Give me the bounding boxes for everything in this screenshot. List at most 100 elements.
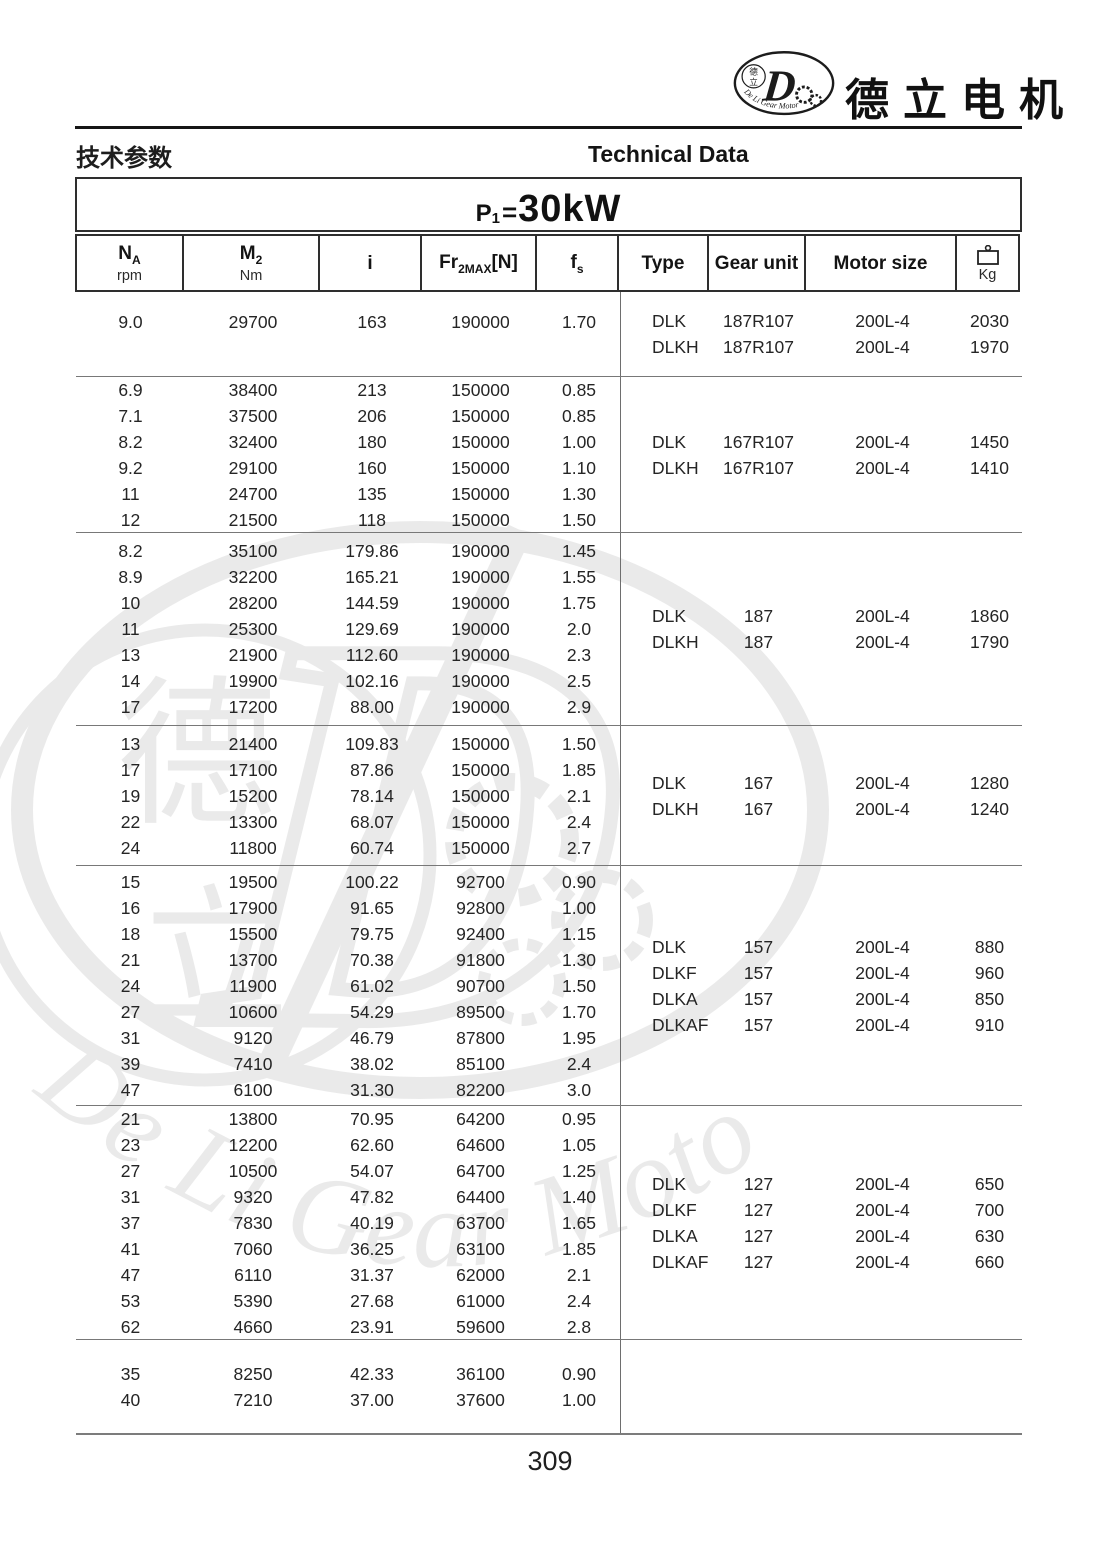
table-cell: 144.59 — [345, 593, 399, 613]
table-cell: 35100 — [228, 541, 278, 561]
table-cell: 8250 — [233, 1363, 273, 1384]
model-cell: DLKH — [652, 798, 699, 819]
table-cell: 1.05 — [561, 1134, 597, 1155]
table-cell: 82200 — [456, 1079, 505, 1100]
table-cell: 14 — [120, 671, 141, 691]
table-cell: 22 — [120, 811, 141, 832]
table-cell: 35 — [120, 1363, 141, 1384]
table-cell: 2.7 — [566, 837, 592, 858]
model-cell: 127 — [743, 1225, 774, 1246]
table-cell: 1.25 — [561, 1160, 597, 1181]
table-cell: 7.1 — [118, 405, 143, 426]
table-row: 24 11800 60.74 150000 2.7 — [76, 835, 620, 861]
model-cell: 1240 — [970, 798, 1009, 819]
table-cell: 87.86 — [350, 759, 394, 780]
table-cell: 2.4 — [566, 1053, 592, 1074]
table-cell: 62 — [120, 1316, 141, 1337]
model-cell: 1450 — [970, 431, 1009, 452]
model-row: DLK 187 200L-4 1860 — [620, 603, 1022, 629]
model-cell: 200L-4 — [855, 431, 910, 452]
table-cell: 87800 — [456, 1027, 505, 1048]
table-row: 21 13700 70.38 91800 1.30 — [76, 947, 620, 973]
table-cell: 1.50 — [561, 509, 597, 530]
model-cell: 187R107 — [722, 311, 795, 331]
table-cell: 109.83 — [345, 733, 399, 754]
model-cell: 200L-4 — [855, 798, 910, 819]
model-cell: 200L-4 — [855, 1225, 910, 1246]
table-cell: 8.2 — [118, 431, 143, 452]
table-cell: 17900 — [228, 897, 278, 918]
table-cell: 150000 — [451, 837, 510, 858]
table-cell: 129.69 — [345, 619, 399, 639]
table-group: 6.9 38400 213 150000 0.85 7.1 37500 206 150000 0.… — [76, 377, 1022, 533]
table-cell: 1.15 — [561, 923, 597, 944]
table-cell: 8.9 — [118, 567, 143, 587]
table-cell: 1.50 — [561, 733, 597, 754]
table-cell: 23 — [120, 1134, 141, 1155]
table-cell: 2.5 — [566, 671, 592, 691]
table-cell: 17 — [120, 697, 141, 717]
table-cell: 29700 — [228, 311, 278, 332]
model-cell: 1860 — [970, 606, 1009, 626]
table-row: 17 17200 88.00 190000 2.9 — [76, 694, 620, 720]
table-cell: 38400 — [228, 379, 278, 400]
model-row: DLK 187R107 200L-4 2030 — [620, 308, 1022, 334]
section-title-cn: 技术参数 — [76, 145, 172, 172]
model-cell: 167 — [743, 798, 774, 819]
table-cell: 54.29 — [350, 1001, 394, 1022]
model-cell: 157 — [743, 1014, 774, 1035]
table-cell: 21400 — [228, 733, 278, 754]
table-cell: 39 — [120, 1053, 141, 1074]
table-cell: 21500 — [228, 509, 278, 530]
table-cell: 163 — [357, 311, 387, 332]
table-row: 13 21400 109.83 150000 1.50 — [76, 731, 620, 757]
model-cell: 1280 — [970, 772, 1009, 793]
table-cell: 1.10 — [561, 457, 597, 478]
model-cell: 850 — [974, 988, 1005, 1009]
model-cell: 1790 — [970, 632, 1009, 652]
table-cell: 27 — [120, 1001, 141, 1022]
col-header-weight: Kg — [957, 234, 1020, 292]
table-cell: 13800 — [228, 1108, 278, 1129]
col-header-i: i — [320, 234, 422, 292]
table-cell: 100.22 — [345, 871, 399, 892]
table-cell: 21900 — [228, 645, 278, 665]
model-cell: DLKA — [652, 988, 698, 1009]
table-cell: 19500 — [228, 871, 278, 892]
model-cell: DLKH — [652, 632, 699, 652]
table-cell: 12200 — [228, 1134, 278, 1155]
table-cell: 190000 — [451, 619, 510, 639]
table-cell: 13 — [120, 733, 141, 754]
table-cell: 16 — [120, 897, 141, 918]
table-cell: 150000 — [451, 785, 510, 806]
table-cell: 92800 — [456, 897, 505, 918]
table-cell: 78.14 — [350, 785, 394, 806]
table-cell: 24 — [120, 837, 141, 858]
table-cell: 1.65 — [561, 1212, 597, 1233]
table-cell: 32200 — [228, 567, 278, 587]
table-row: 24 11900 61.02 90700 1.50 — [76, 973, 620, 999]
table-cell: 190000 — [451, 671, 510, 691]
table-cell: 11 — [121, 619, 140, 639]
table-row: 47 6110 31.37 62000 2.1 — [76, 1262, 620, 1288]
table-cell: 0.90 — [561, 871, 597, 892]
table-row: 19 15200 78.14 150000 2.1 — [76, 783, 620, 809]
table-cell: 150000 — [451, 733, 510, 754]
table-cell: 190000 — [451, 311, 510, 332]
model-row: DLKF 127 200L-4 700 — [620, 1197, 1022, 1223]
table-cell: 15 — [120, 871, 141, 892]
table-cell: 11 — [121, 483, 140, 504]
table-cell: 37600 — [456, 1389, 505, 1410]
table-row: 31 9120 46.79 87800 1.95 — [76, 1025, 620, 1051]
model-cell: DLKAF — [652, 1014, 709, 1035]
table-cell: 25300 — [228, 619, 278, 639]
table-cell: 17200 — [228, 697, 278, 717]
table-header-row: NA rpm M2 Nm i Fr2MAX[N] fs Type Gear un… — [75, 234, 1020, 292]
table-cell: 190000 — [451, 697, 510, 717]
table-cell: 29100 — [228, 457, 278, 478]
section-title-en: Technical Data — [588, 141, 749, 167]
table-cell: 7410 — [233, 1053, 273, 1074]
table-row: 27 10600 54.29 89500 1.70 — [76, 999, 620, 1025]
table-cell: 37.00 — [350, 1389, 394, 1410]
table-cell: 11900 — [229, 975, 277, 996]
